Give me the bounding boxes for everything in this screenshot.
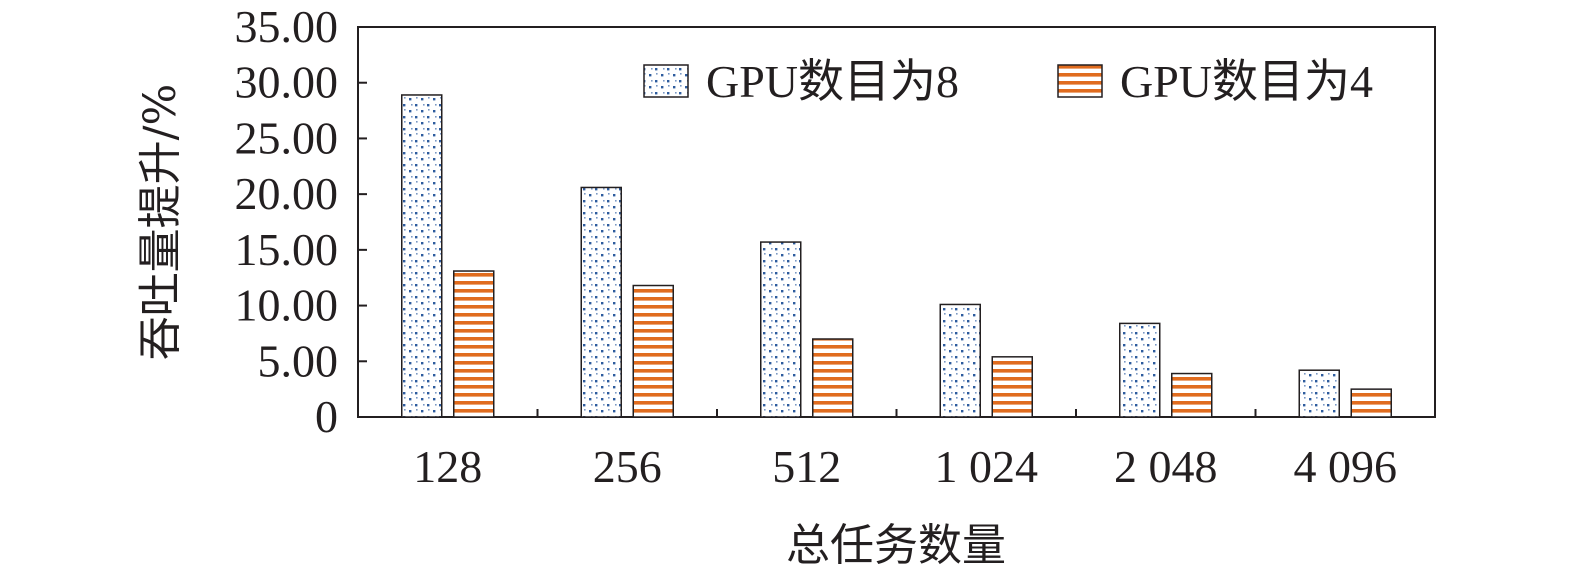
x-tick-label: 4 096 xyxy=(1294,441,1398,492)
x-tick-label: 256 xyxy=(593,441,662,492)
bar-gpu8-1024 xyxy=(939,303,981,418)
bar-gpu8-512 xyxy=(760,241,802,418)
y-tick-label: 0 xyxy=(315,391,338,442)
x-axis-ticks: 128 256 512 1 024 2 048 4 096 xyxy=(413,409,1397,492)
bar-group xyxy=(401,94,1392,418)
y-tick-label: 30.00 xyxy=(235,57,339,108)
y-tick-label: 20.00 xyxy=(235,168,339,219)
x-axis-title: 总任务数量 xyxy=(786,520,1006,571)
y-tick-label: 25.00 xyxy=(235,112,339,163)
legend-swatch-gpu8 xyxy=(643,64,689,98)
legend-label-gpu8: GPU数目为8 xyxy=(706,56,959,107)
legend-label-gpu4: GPU数目为4 xyxy=(1120,56,1373,107)
bar-gpu4-2048 xyxy=(1171,372,1213,418)
bar-gpu4-512 xyxy=(812,338,854,418)
legend-swatch-gpu4 xyxy=(1057,64,1103,98)
y-tick-label: 10.00 xyxy=(235,280,339,331)
legend: GPU数目为8 GPU数目为4 xyxy=(643,56,1373,107)
bar-gpu8-4096 xyxy=(1298,369,1340,418)
bar-gpu4-1024 xyxy=(991,356,1033,418)
y-tick-label: 15.00 xyxy=(235,224,339,275)
y-axis-title: 吞吐量提升/% xyxy=(135,84,186,361)
bar-gpu8-2048 xyxy=(1119,322,1161,418)
bar-gpu8-128 xyxy=(401,94,443,418)
y-tick-label: 35.00 xyxy=(235,1,339,52)
x-tick-label: 128 xyxy=(413,441,482,492)
y-tick-label: 5.00 xyxy=(258,335,339,386)
x-tick-label: 512 xyxy=(772,441,841,492)
bar-gpu8-256 xyxy=(580,186,622,418)
x-tick-label: 2 048 xyxy=(1114,441,1218,492)
bar-gpu4-4096 xyxy=(1350,388,1392,418)
bar-gpu4-256 xyxy=(632,284,674,418)
x-tick-label: 1 024 xyxy=(935,441,1039,492)
bar-gpu4-128 xyxy=(453,270,495,418)
